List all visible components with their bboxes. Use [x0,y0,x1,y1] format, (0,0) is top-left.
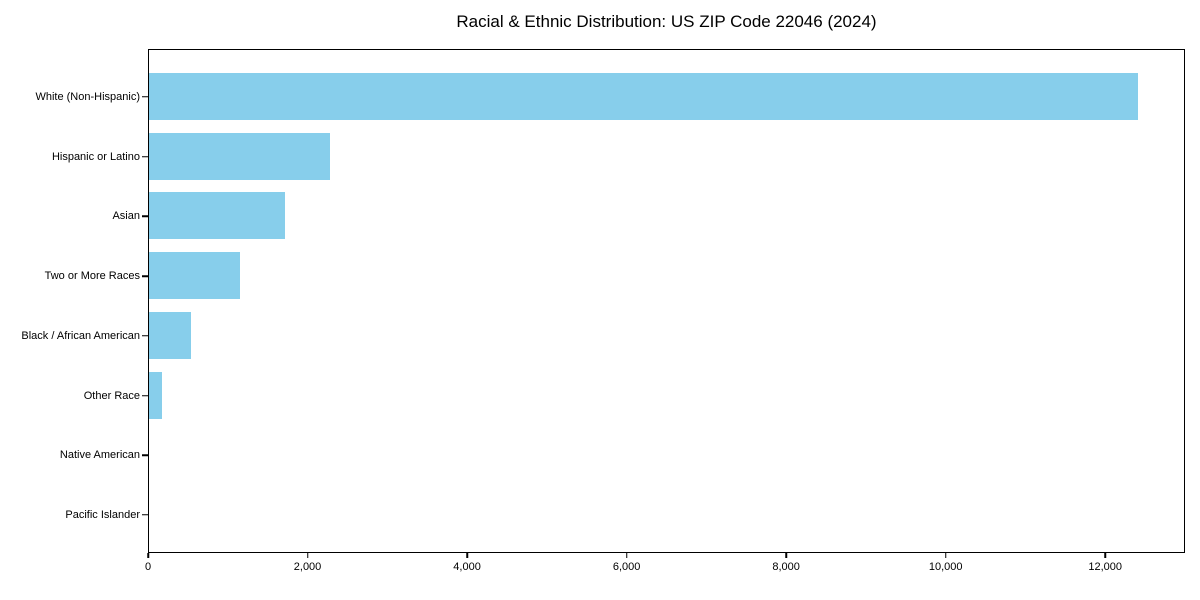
bar-other-race [149,371,162,419]
y-tick [142,275,148,277]
plot-area [148,49,1185,553]
x-tick [785,553,787,558]
chart-title: Racial & Ethnic Distribution: US ZIP Cod… [456,12,877,31]
x-tick-label: 10,000 [928,561,963,573]
x-tick-label: 6,000 [612,561,641,573]
y-tick [142,454,148,456]
y-tick-label: Asian [112,210,140,223]
y-tick [142,215,148,218]
x-tick-label: 12,000 [1088,561,1123,573]
x-tick [306,553,309,558]
y-tick [142,335,148,337]
y-tick [142,155,148,158]
y-tick [142,514,148,516]
x-tick [147,553,149,558]
x-tick-label: 2,000 [293,561,322,573]
x-tick [625,553,628,558]
bar-two-or-more-races [149,252,240,300]
x-tick [466,553,468,558]
y-tick-label: Pacific Islander [65,508,140,521]
y-tick-label: Hispanic or Latino [51,150,140,163]
y-tick-label: Native American [59,449,140,462]
y-tick-label: Black / African American [21,329,140,342]
x-tick [1104,553,1106,558]
bar-asian [149,192,285,240]
y-tick-label: White (Non-Hispanic) [35,90,140,103]
x-tick [944,553,947,558]
bar-hispanic-or-latino [149,132,331,180]
y-tick-label: Other Race [83,389,140,402]
y-tick [142,394,148,397]
y-tick-label: Two or More Races [44,270,140,283]
bar-white-non-hispanic- [149,72,1139,120]
x-tick-label: 8,000 [772,561,800,573]
x-tick-label: 0 [144,561,152,573]
y-tick [142,96,148,98]
bar-black-african-american [149,311,192,359]
x-tick-label: 4,000 [453,561,481,573]
